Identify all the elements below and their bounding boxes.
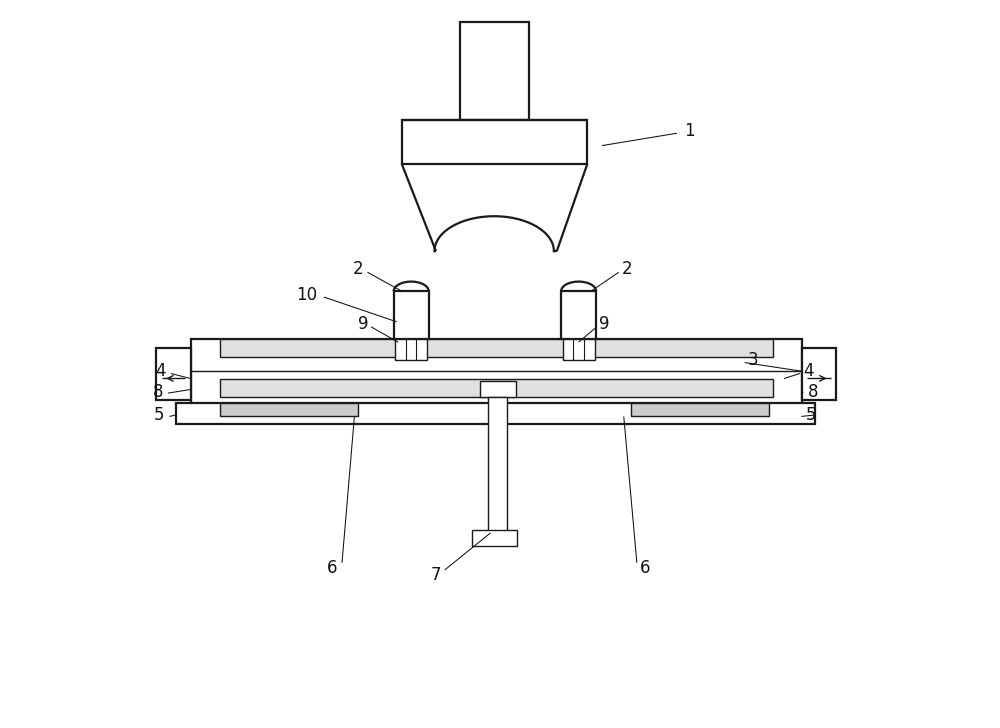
FancyBboxPatch shape bbox=[563, 339, 595, 360]
Text: 2: 2 bbox=[622, 261, 633, 278]
FancyBboxPatch shape bbox=[191, 339, 802, 404]
Text: 3: 3 bbox=[748, 352, 759, 369]
Text: 10: 10 bbox=[297, 286, 318, 304]
Text: 5: 5 bbox=[154, 406, 165, 424]
Text: 6: 6 bbox=[640, 559, 651, 577]
FancyBboxPatch shape bbox=[561, 291, 596, 339]
FancyBboxPatch shape bbox=[176, 403, 815, 424]
FancyBboxPatch shape bbox=[220, 379, 773, 397]
FancyBboxPatch shape bbox=[395, 339, 427, 360]
FancyBboxPatch shape bbox=[156, 348, 191, 400]
FancyBboxPatch shape bbox=[488, 397, 507, 531]
FancyBboxPatch shape bbox=[460, 22, 529, 120]
Text: 5: 5 bbox=[806, 406, 816, 424]
Text: 8: 8 bbox=[808, 383, 818, 400]
FancyBboxPatch shape bbox=[220, 403, 358, 416]
FancyBboxPatch shape bbox=[480, 381, 516, 397]
Text: 8: 8 bbox=[153, 383, 163, 400]
FancyBboxPatch shape bbox=[802, 348, 836, 400]
Text: 6: 6 bbox=[327, 559, 338, 577]
Text: 4: 4 bbox=[803, 363, 814, 380]
Text: 2: 2 bbox=[353, 261, 363, 278]
FancyBboxPatch shape bbox=[472, 530, 517, 546]
Text: 7: 7 bbox=[431, 566, 441, 584]
Text: 9: 9 bbox=[358, 315, 368, 333]
FancyBboxPatch shape bbox=[394, 291, 429, 339]
Text: 9: 9 bbox=[599, 315, 609, 333]
Text: 4: 4 bbox=[156, 363, 166, 380]
Text: 1: 1 bbox=[684, 122, 695, 140]
FancyBboxPatch shape bbox=[220, 339, 773, 357]
FancyBboxPatch shape bbox=[631, 403, 769, 416]
FancyBboxPatch shape bbox=[402, 120, 587, 164]
